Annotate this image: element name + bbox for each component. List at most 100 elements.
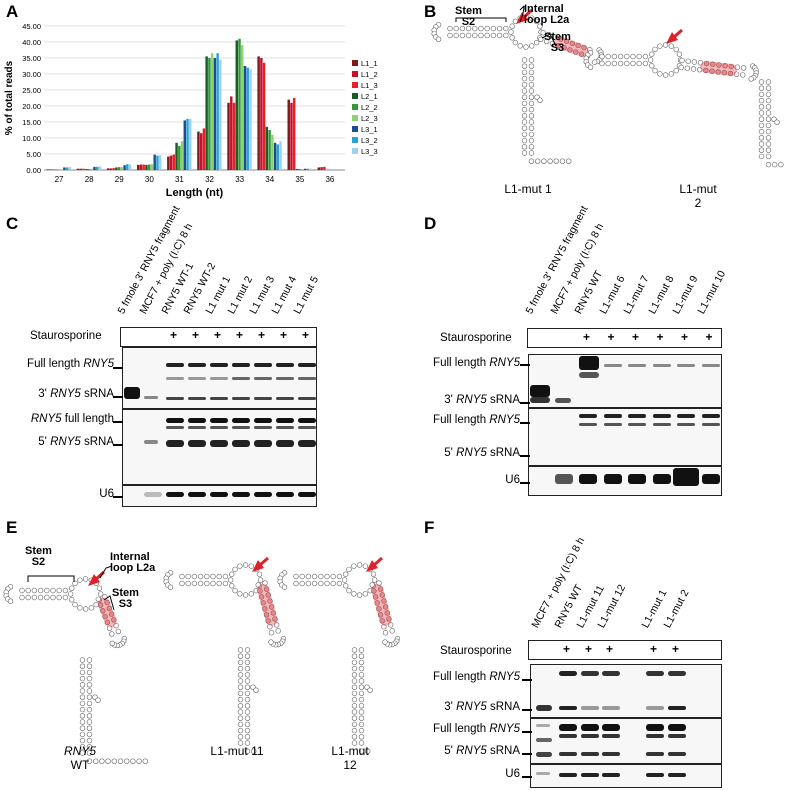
- blot-band: [254, 440, 272, 447]
- nucleotide: [253, 687, 259, 693]
- blot-band: [652, 474, 671, 484]
- bar: [230, 96, 233, 170]
- nucleotide: [381, 624, 387, 630]
- blot-band: [668, 752, 686, 756]
- nucleotide: [709, 68, 715, 74]
- nucleotide: [142, 758, 149, 764]
- nucleotide: [765, 110, 772, 116]
- nucleotide: [229, 583, 235, 589]
- nucleotide: [459, 32, 466, 39]
- nucleotide: [382, 630, 389, 636]
- bar: [205, 56, 208, 170]
- nucleotide: [92, 758, 99, 764]
- blot-band: [298, 377, 316, 380]
- nucleotide: [299, 580, 305, 587]
- blot-band: [668, 734, 686, 738]
- legend-swatch: [352, 137, 358, 143]
- row-full-length-2-f: Full length RNY5: [433, 723, 520, 735]
- blot-band: [646, 706, 664, 710]
- y-tick-label: 10.00: [22, 134, 41, 143]
- row-u6-d: U6: [505, 474, 520, 486]
- bar: [290, 102, 293, 170]
- nucleotide: [521, 144, 528, 150]
- nucleotide: [79, 675, 86, 682]
- nucleotide: [109, 640, 115, 646]
- blot-band: [668, 773, 686, 777]
- nucleotide: [649, 51, 655, 57]
- nucleotide: [62, 587, 69, 594]
- bar: [227, 102, 230, 170]
- nucleotide: [111, 617, 117, 623]
- nucleotide: [557, 36, 564, 42]
- legend-swatch: [352, 93, 358, 99]
- nucleotide: [740, 65, 747, 71]
- bar: [213, 58, 217, 170]
- blot-band: [188, 377, 206, 380]
- nucleotide: [642, 60, 649, 67]
- nucleotide: [237, 690, 244, 697]
- nucleotide: [765, 135, 772, 141]
- tick: [520, 402, 530, 404]
- blot-band: [254, 363, 272, 367]
- nucleotide: [268, 630, 275, 636]
- nucleotide: [465, 25, 472, 32]
- nucleotide: [358, 653, 365, 659]
- row-3prime-d: 3' RNY5 sRNA: [444, 394, 520, 406]
- nucleotide: [237, 734, 244, 740]
- nucleotide: [722, 63, 728, 69]
- plus-mark: +: [302, 328, 310, 342]
- nucleotide: [362, 591, 369, 597]
- nucleotide: [79, 713, 86, 719]
- nucleotide: [528, 69, 535, 76]
- nucleotide: [351, 659, 358, 666]
- blot-band: [210, 397, 228, 400]
- panel-letter-a: A: [6, 2, 19, 21]
- tick: [520, 422, 530, 424]
- tick: [522, 709, 532, 711]
- stem-s3-label: Stem S3: [544, 31, 571, 54]
- nucleotide: [528, 158, 535, 164]
- blot-band: [646, 724, 664, 731]
- nucleotide: [86, 731, 93, 738]
- bar: [235, 40, 238, 171]
- nucleotide: [336, 573, 343, 580]
- nucleotide: [528, 94, 535, 100]
- y-tick-label: 5.00: [26, 150, 41, 159]
- nucleotide: [772, 161, 778, 168]
- nucleotide: [716, 62, 722, 68]
- nucleotide: [367, 687, 373, 693]
- bar: [46, 169, 50, 170]
- nucleotide: [351, 740, 358, 746]
- nucleotide: [490, 32, 497, 39]
- nucleotide: [108, 611, 115, 617]
- nucleotide: [528, 119, 535, 125]
- nucleotide: [318, 580, 324, 587]
- nucleotide: [244, 684, 251, 690]
- nucleotide: [281, 584, 288, 590]
- tick: [522, 753, 532, 755]
- blot-band: [646, 752, 664, 756]
- blot-band: [210, 426, 228, 429]
- nucleotide: [376, 606, 382, 612]
- bar: [167, 156, 170, 170]
- nucleotide: [379, 618, 385, 624]
- nucleotide: [447, 25, 453, 32]
- nucleotide: [668, 71, 675, 77]
- staurosporine-label-d: Staurosporine: [440, 332, 512, 344]
- nucleotide: [528, 137, 535, 144]
- blot-band: [298, 363, 316, 367]
- nucleotide: [273, 622, 280, 628]
- nucleotide: [351, 678, 358, 684]
- blot-band: [581, 671, 599, 676]
- nucleotide: [647, 57, 654, 63]
- nucleotide: [387, 622, 394, 628]
- nucleotide: [758, 128, 765, 135]
- nucleotide: [79, 750, 86, 756]
- bar: [287, 99, 290, 170]
- blot-band: [166, 440, 184, 447]
- red-arrow-icon: [673, 28, 683, 39]
- blot-band: [673, 468, 699, 486]
- nucleotide: [351, 672, 358, 678]
- legend-swatch: [352, 115, 358, 121]
- nucleotide: [97, 602, 104, 608]
